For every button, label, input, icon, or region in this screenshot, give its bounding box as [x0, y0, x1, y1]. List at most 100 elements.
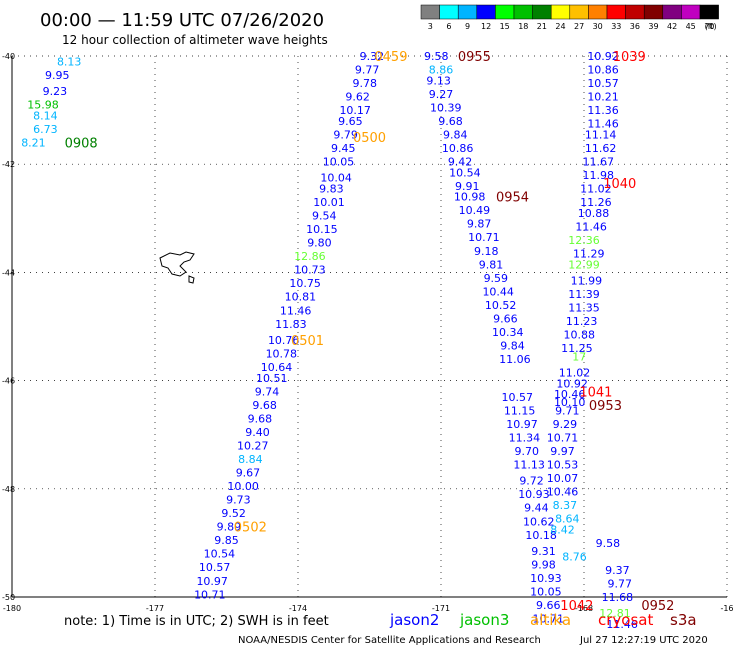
jason2-wave-height: 9.32: [360, 50, 385, 63]
jason2-wave-height: 10.49: [459, 204, 491, 217]
jason2-wave-height: 9.98: [531, 559, 556, 572]
jason2-wave-height: 10.86: [442, 142, 474, 155]
scale-swatch-18: [513, 4, 533, 20]
jason2-wave-height: 10.73: [294, 264, 326, 277]
scale-swatch-27: [569, 4, 589, 20]
jason2-wave-height: 9.84: [500, 339, 525, 352]
jason2-wave-height: 11.68: [602, 591, 634, 604]
map-subtitle: 12 hour collection of altimeter wave hei…: [62, 33, 328, 47]
jason2-wave-height: 10.05: [323, 155, 355, 168]
jason2-wave-height: 9.54: [312, 210, 337, 223]
jason2-wave-height: 11.06: [499, 353, 531, 366]
jason2-wave-height: 9.66: [493, 312, 518, 325]
scale-label-33: 33: [611, 22, 621, 31]
jason2-wave-height: 10.21: [587, 91, 619, 104]
jason2-wave-height: 10.75: [289, 277, 321, 290]
jason2-wave-height: 9.58: [596, 537, 621, 550]
jason2-wave-height: 10.81: [285, 291, 317, 304]
jason2-wave-height: 9.40: [245, 426, 270, 439]
jason2-wave-height: 10.71: [547, 431, 579, 444]
jason2-wave-height: 9.80: [307, 237, 332, 250]
altika-wave-height: 8.76: [562, 550, 587, 563]
observation-labels: 9.959.239.329.779.789.6210.179.659.799.4…: [21, 50, 638, 631]
scale-swatch-30: [588, 4, 608, 20]
scale-label-6: 6: [446, 22, 451, 31]
jason2-wave-height: 9.74: [255, 385, 280, 398]
altika-wave-height: 8.64: [555, 513, 580, 526]
jason2-wave-height: 9.45: [331, 142, 356, 155]
jason2-wave-height: 10.00: [227, 480, 259, 493]
jason2-wave-height: 9.97: [550, 445, 575, 458]
legend-s3a: s3a: [670, 611, 697, 629]
jason3-wave-height: 12.99: [568, 258, 600, 271]
map-grid: [11, 55, 728, 598]
jason2-wave-height: 10.88: [563, 329, 595, 342]
jason2-wave-height: 11.25: [561, 342, 593, 355]
scale-label-18: 18: [518, 22, 528, 31]
altika-wave-height: 8.21: [21, 137, 46, 150]
pass-time-label: 0501: [291, 334, 324, 349]
jason2-wave-height: 10.57: [199, 561, 231, 574]
jason2-wave-height: 10.57: [587, 77, 619, 90]
jason2-wave-height: 9.68: [252, 399, 277, 412]
scale-label-36: 36: [630, 22, 640, 31]
jason2-wave-height: 10.97: [506, 418, 538, 431]
lat-tick-label: -48: [2, 485, 15, 494]
jason2-wave-height: 9.27: [429, 88, 454, 101]
altika-wave-height: 8.14: [33, 110, 58, 123]
jason2-wave-height: 11.46: [606, 618, 638, 631]
jason2-wave-height: 11.36: [587, 104, 619, 117]
scale-swatch-3: [420, 4, 440, 20]
pass-time-label: 1040: [603, 177, 636, 192]
jason2-wave-height: 9.44: [524, 502, 549, 515]
legend-jason3: jason3: [459, 611, 509, 629]
jason2-wave-height: 9.79: [333, 128, 358, 141]
jason2-wave-height: 10.44: [482, 285, 514, 298]
jason2-wave-height: 10.71: [533, 613, 565, 626]
altika-wave-height: 8.37: [553, 499, 578, 512]
jason2-wave-height: 9.87: [467, 218, 492, 231]
jason2-wave-height: 9.62: [345, 91, 370, 104]
pass-time-label: 1039: [613, 50, 646, 65]
jason2-wave-height: 11.02: [580, 183, 612, 196]
jason2-wave-height: 10.71: [468, 231, 500, 244]
jason2-wave-height: 9.95: [45, 69, 70, 82]
lat-tick-label: -44: [2, 268, 15, 277]
jason3-wave-height: 15.98: [27, 99, 59, 112]
jason2-wave-height: 11.13: [513, 458, 545, 471]
pass-time-label: 0955: [458, 50, 491, 65]
jason2-wave-height: 10.17: [339, 104, 371, 117]
scale-swatch-9: [457, 4, 478, 20]
jason2-wave-height: 11.29: [573, 247, 605, 260]
scale-label-3: 3: [428, 22, 433, 31]
jason2-wave-height: 9.65: [338, 115, 363, 128]
scale-swatch-24: [550, 4, 571, 20]
jason2-wave-height: 11.99: [571, 275, 603, 288]
scale-label-30: 30: [593, 22, 603, 31]
jason2-wave-height: 9.77: [608, 577, 633, 590]
pass-time-label: 0502: [234, 521, 267, 536]
scale-label-15: 15: [500, 22, 510, 31]
jason2-wave-height: 10.54: [204, 548, 236, 561]
altika-wave-height: 8.84: [238, 453, 263, 466]
legend-jason2: jason2: [389, 611, 439, 629]
jason2-wave-height: 10.46: [547, 486, 579, 499]
pass-time-label: 0952: [641, 599, 674, 614]
altika-wave-height: 8.86: [429, 64, 454, 77]
scale-swatch-15: [495, 4, 515, 20]
jason2-wave-height: 9.81: [479, 258, 504, 271]
jason2-wave-height: 9.67: [236, 467, 261, 480]
jason2-wave-height: 9.31: [531, 545, 556, 558]
jason2-wave-height: 10.78: [266, 348, 298, 361]
jason2-wave-height: 9.84: [443, 128, 468, 141]
jason2-wave-height: 11.46: [587, 118, 619, 131]
lat-tick-label: -50: [2, 593, 15, 602]
lon-tick-label: -171: [432, 604, 450, 613]
jason2-wave-height: 9.52: [221, 507, 246, 520]
pass-time-label: 0908: [65, 137, 98, 152]
jason2-wave-height: 10.27: [237, 440, 269, 453]
jason2-wave-height: 10.76: [268, 334, 300, 347]
scale-swatch-12: [476, 4, 496, 20]
pass-time-label: 0954: [496, 191, 529, 206]
